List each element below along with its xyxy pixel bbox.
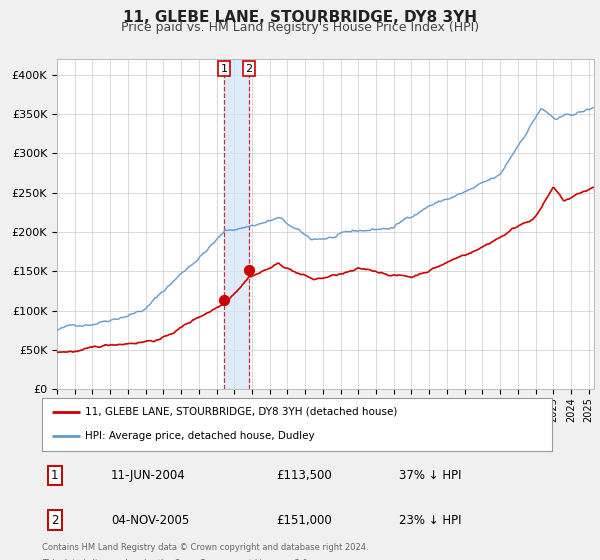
Text: 37% ↓ HPI: 37% ↓ HPI	[399, 469, 461, 482]
Text: This data is licensed under the Open Government Licence v3.0.: This data is licensed under the Open Gov…	[42, 559, 310, 560]
Text: £151,000: £151,000	[277, 514, 332, 527]
Text: HPI: Average price, detached house, Dudley: HPI: Average price, detached house, Dudl…	[85, 431, 315, 441]
Text: 11-JUN-2004: 11-JUN-2004	[111, 469, 185, 482]
Text: 1: 1	[221, 64, 228, 74]
Text: 1: 1	[51, 469, 59, 482]
Text: £113,500: £113,500	[277, 469, 332, 482]
Text: 11, GLEBE LANE, STOURBRIDGE, DY8 3YH: 11, GLEBE LANE, STOURBRIDGE, DY8 3YH	[123, 10, 477, 25]
Text: Contains HM Land Registry data © Crown copyright and database right 2024.: Contains HM Land Registry data © Crown c…	[42, 543, 368, 552]
Text: 23% ↓ HPI: 23% ↓ HPI	[399, 514, 461, 527]
Text: Price paid vs. HM Land Registry's House Price Index (HPI): Price paid vs. HM Land Registry's House …	[121, 21, 479, 34]
Text: 11, GLEBE LANE, STOURBRIDGE, DY8 3YH (detached house): 11, GLEBE LANE, STOURBRIDGE, DY8 3YH (de…	[85, 407, 398, 417]
Text: 2: 2	[245, 64, 253, 74]
Point	[244, 266, 254, 275]
Bar	[224, 59, 249, 389]
Text: 04-NOV-2005: 04-NOV-2005	[111, 514, 189, 527]
Point	[220, 296, 229, 305]
Text: 2: 2	[51, 514, 59, 527]
